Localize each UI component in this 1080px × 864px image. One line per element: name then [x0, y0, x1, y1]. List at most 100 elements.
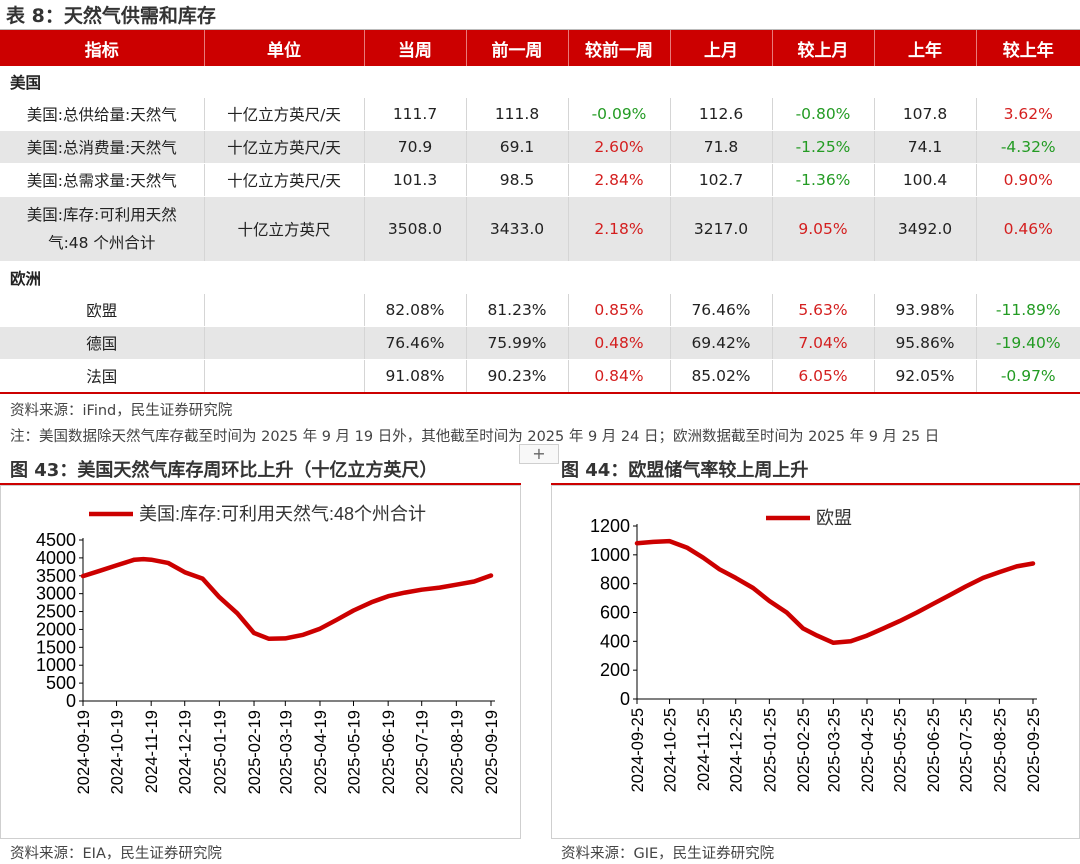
table-title: 表 8：天然气供需和库存 [6, 5, 216, 27]
table-note: 注：美国数据除天然气库存截至时间为 2025 年 9 月 19 日外，其他截至时… [10, 429, 940, 445]
figure-44-frame: 0 200 400 600 800 1000 1200 2024-09-25 2024-10-2… [551, 485, 1080, 839]
cell-unit [204, 293, 365, 327]
cell-year: 93.98% [874, 293, 977, 327]
cell-prev: 3433.0 [466, 196, 569, 262]
cell-unit [204, 326, 365, 360]
cell-unit: 十亿立方英尺 [204, 196, 365, 262]
cell-chg-m: -1.25% [772, 130, 875, 164]
cell-month: 76.46% [670, 293, 773, 327]
cell-chg-m: 7.04% [772, 326, 875, 360]
table-source: 资料来源：iFind，民生证券研究院 [10, 403, 233, 419]
y-tick-label: 1000 [36, 655, 76, 675]
cell-prev: 81.23% [466, 293, 569, 327]
col-header-last-year: 上年 [874, 30, 977, 66]
y-tick-label: 3500 [36, 566, 76, 586]
cell-unit [204, 359, 365, 393]
x-tick-label: 2025-08-25 [991, 708, 1009, 792]
figure-44-source: 资料来源：GIE，民生证券研究院 [561, 846, 775, 862]
cell-year: 3492.0 [874, 196, 977, 262]
x-tick-label: 2025-08-19 [448, 710, 466, 794]
cell-prev: 75.99% [466, 326, 569, 360]
table-row: 美国:库存:可利用天然气:48 个州合计 十亿立方英尺 3508.0 3433.0 2.… [0, 196, 1080, 262]
y-tick-label: 2500 [36, 602, 76, 622]
cell-unit: 十亿立方英尺/天 [204, 97, 365, 131]
cell-year: 92.05% [874, 359, 977, 393]
cell-cur: 91.08% [364, 359, 467, 393]
series-line [80, 556, 494, 641]
x-tick-label: 2025-05-19 [346, 710, 364, 794]
cell-cur: 3508.0 [364, 196, 467, 262]
x-tick-label: 2024-10-25 [662, 708, 680, 792]
y-tick-label: 200 [600, 660, 630, 680]
table-header-row: 指标 单位 当周 前一周 较前一周 上月 较上月 上年 较上年 [0, 30, 1080, 66]
cell-prev: 69.1 [466, 130, 569, 164]
cell-name: 美国:库存:可利用天然气:48 个州合计 [0, 196, 205, 262]
cell-month: 102.7 [670, 163, 773, 197]
x-tick-label: 2025-04-19 [312, 710, 330, 794]
x-tick-label: 2024-12-25 [728, 708, 746, 792]
x-tick-label: 2024-12-19 [177, 710, 195, 794]
y-tick-label: 600 [600, 603, 630, 623]
cell-chg-w: 2.84% [568, 163, 671, 197]
y-tick-label: 1000 [590, 545, 630, 565]
cell-chg-y: -4.32% [976, 130, 1080, 164]
cell-prev: 111.8 [466, 97, 569, 131]
cell-cur: 76.46% [364, 326, 467, 360]
section-row: 欧洲 [0, 261, 1080, 294]
figure-43-title-rule [0, 483, 521, 485]
cell-month: 85.02% [670, 359, 773, 393]
cell-chg-m: 5.63% [772, 293, 875, 327]
x-tick-label: 2024-09-25 [629, 708, 647, 792]
y-tick-label: 3000 [36, 584, 76, 604]
x-tick-label: 2025-07-25 [958, 708, 976, 792]
figure-43-frame: 0 500 1000 1500 2000 2500 3000 3500 4000 4500 2024… [0, 485, 521, 839]
legend-label: 美国:库存:可利用天然气:48个州合计 [139, 504, 426, 524]
cell-prev: 98.5 [466, 163, 569, 197]
eu-storage-chart: 0 200 400 600 800 1000 1200 2024-09-25 2024-10-2… [590, 508, 1043, 792]
figure-43-title: 图 43：美国天然气库存周环比上升（十亿立方英尺） [10, 460, 438, 481]
cell-chg-y: 3.62% [976, 97, 1080, 131]
y-tick-label: 2000 [36, 619, 76, 639]
figure-44-title: 图 44：欧盟储气率较上周上升 [561, 460, 809, 481]
cell-chg-m: 6.05% [772, 359, 875, 393]
cell-cur: 70.9 [364, 130, 467, 164]
x-tick-label: 2025-07-19 [414, 710, 432, 794]
legend-label: 欧盟 [816, 508, 852, 528]
x-tick-label: 2024-09-19 [75, 710, 93, 794]
cell-name: 美国:总需求量:天然气 [0, 163, 205, 197]
cell-unit: 十亿立方英尺/天 [204, 130, 365, 164]
figure-43-source: 资料来源：EIA，民生证券研究院 [10, 846, 222, 862]
cell-year: 74.1 [874, 130, 977, 164]
cell-chg-m: -1.36% [772, 163, 875, 197]
cell-month: 3217.0 [670, 196, 773, 262]
col-header-indicator: 指标 [0, 30, 205, 66]
cell-chg-y: -0.97% [976, 359, 1080, 393]
cell-chg-y: -19.40% [976, 326, 1080, 360]
y-tick-label: 0 [66, 691, 76, 711]
x-tick-label: 2025-09-19 [483, 710, 501, 794]
x-tick-label: 2025-01-19 [211, 710, 229, 794]
table-row: 美国:总消费量:天然气 十亿立方英尺/天 70.9 69.1 2.60% 71.8 -1.2… [0, 130, 1080, 164]
y-tick-label: 0 [620, 689, 630, 709]
add-button[interactable]: + [519, 444, 559, 464]
cell-chg-w: 0.85% [568, 293, 671, 327]
cell-name: 法国 [0, 359, 205, 393]
cell-cur: 111.7 [364, 97, 467, 131]
table-row: 德国 76.46% 75.99% 0.48% 69.42% 7.04% 95.86% -19.… [0, 326, 1080, 360]
table-bottom-rule [0, 392, 1080, 394]
x-tick-label: 2024-10-19 [109, 710, 127, 794]
y-tick-label: 1500 [36, 637, 76, 657]
y-tick-label: 800 [600, 574, 630, 594]
x-tick-label: 2025-06-19 [380, 710, 398, 794]
table-row: 法国 91.08% 90.23% 0.84% 85.02% 6.05% 92.05% -0.9… [0, 359, 1080, 393]
row-label: 美国:库存:可利用天然气:48 个州合计 [26, 206, 177, 252]
col-header-unit: 单位 [204, 30, 365, 66]
y-tick-label: 4500 [36, 530, 76, 550]
table-row: 欧盟 82.08% 81.23% 0.85% 76.46% 5.63% 93.98% -11.… [0, 293, 1080, 327]
col-header-prev-week: 前一周 [466, 30, 569, 66]
x-tick-label: 2024-11-19 [143, 710, 161, 793]
x-tick-label: 2025-03-19 [277, 710, 295, 794]
title-divider [0, 29, 1080, 30]
cell-month: 112.6 [670, 97, 773, 131]
